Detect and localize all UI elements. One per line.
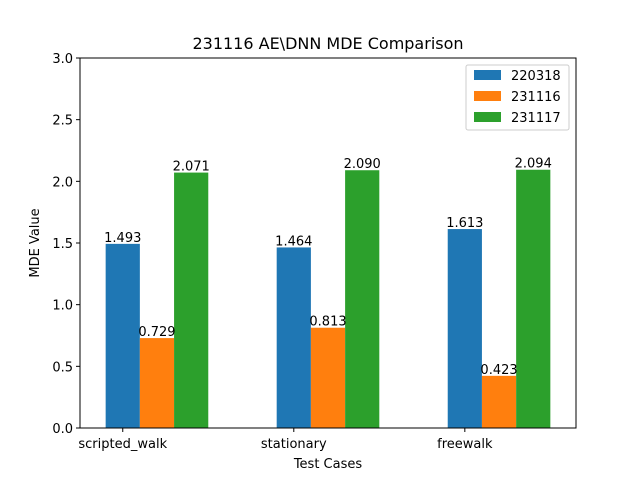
- bar-220318-scripted_walk: [105, 243, 140, 428]
- legend-label: 231116: [511, 90, 561, 105]
- x-axis: scripted_walk stationary freewalk: [78, 428, 493, 452]
- bar-value-label: 2.071: [173, 160, 210, 175]
- bar-220318-freewalk: [447, 229, 482, 428]
- bar-value-label: 1.464: [275, 234, 312, 249]
- bar-231116-freewalk: [481, 375, 517, 428]
- bar-value-label: 0.423: [480, 363, 517, 378]
- plot-frame: [79, 57, 577, 429]
- bar-value-label: 1.613: [446, 216, 483, 231]
- bar-231117-freewalk: [516, 169, 551, 429]
- bar-value-label: 0.813: [309, 315, 346, 330]
- y-tick-label: 1.0: [52, 299, 73, 314]
- y-tick-label: 0.0: [52, 422, 73, 437]
- legend-swatch-220318: [474, 70, 501, 80]
- bar-value-label: 1.493: [104, 231, 141, 246]
- bars-group: [105, 169, 551, 429]
- y-tick-label: 1.5: [52, 237, 73, 252]
- bar-231117-stationary: [345, 170, 380, 428]
- chart-title: 231116 AE\DNN MDE Comparison: [192, 34, 463, 53]
- x-tick-label: freewalk: [437, 437, 493, 452]
- bar-231116-scripted_walk: [139, 338, 175, 428]
- bar-220318-stationary: [276, 247, 311, 428]
- y-axis: 0.0 0.5 1.0 1.5 2.0 2.5 3.0: [52, 52, 80, 437]
- x-tick-label: stationary: [261, 437, 327, 452]
- bar-labels-group: 1.493 1.464 1.613 0.729 0.813 0.423 2.071 2.090…: [104, 157, 552, 378]
- legend-label: 231117: [511, 111, 561, 126]
- bar-231117-scripted_walk: [174, 172, 209, 428]
- y-axis-label: MDE Value: [28, 208, 43, 277]
- bar-value-label: 2.090: [344, 157, 381, 172]
- legend-swatch-231117: [474, 112, 501, 122]
- legend-label: 220318: [511, 69, 561, 84]
- bar-231116-stationary: [310, 327, 346, 428]
- legend-swatch-231116: [474, 91, 501, 101]
- bar-value-label: 2.094: [515, 157, 552, 172]
- x-axis-label: Test Cases: [293, 457, 363, 472]
- y-tick-label: 3.0: [52, 52, 73, 67]
- x-tick-label: scripted_walk: [78, 437, 167, 452]
- legend: 220318 231116 231117: [465, 64, 570, 131]
- bar-value-label: 0.729: [138, 325, 175, 340]
- y-tick-label: 0.5: [52, 360, 73, 375]
- y-tick-label: 2.0: [52, 175, 73, 190]
- y-tick-label: 2.5: [52, 114, 73, 129]
